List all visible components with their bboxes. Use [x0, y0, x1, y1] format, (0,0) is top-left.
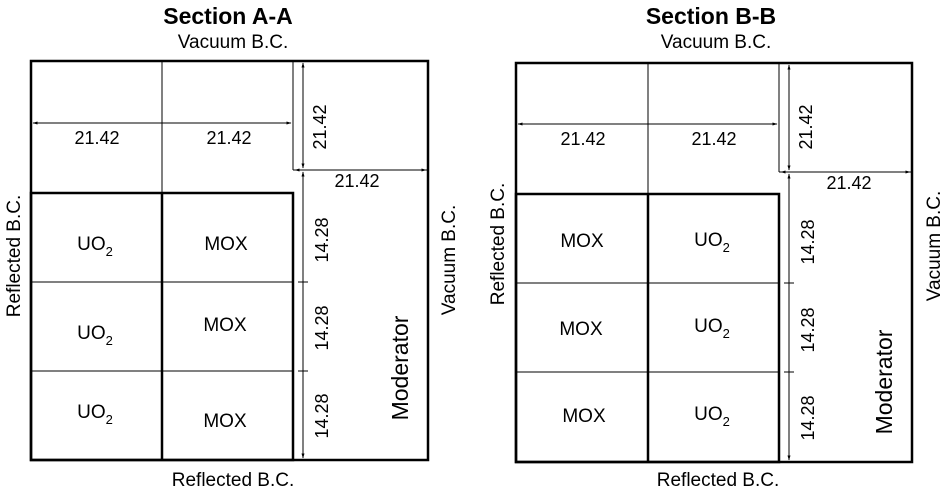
section-a-bottom-bc: Reflected B.C. — [172, 470, 295, 491]
section-b-cell-r3c1: MOX — [562, 406, 606, 427]
section-a-cell-r2c2: MOX — [203, 315, 247, 336]
section-a-right-bc: Vacuum B.C. — [439, 205, 460, 316]
section-b-cell-r2c2-sub: 2 — [723, 326, 730, 341]
section-b-cell-r3c2-sub: 2 — [723, 414, 730, 429]
section-a-cell-r2c1-sub: 2 — [106, 333, 113, 348]
section-a-dim-row-height-2: 14.28 — [312, 305, 332, 350]
section-b-cell-r1c2-sub: 2 — [723, 240, 730, 255]
section-b-dim-row-height-2: 14.28 — [798, 307, 818, 352]
section-a-cell-r2c1-main: UO — [77, 323, 106, 344]
section-a-dim-top-width-1: 21.42 — [74, 128, 119, 148]
section-a-cell-r3c2: MOX — [203, 411, 247, 432]
section-b-cell-r1c2-main: UO — [694, 230, 723, 251]
section-b-cell-r1c1: MOX — [560, 231, 604, 252]
section-a-dim-row-height-3: 14.28 — [312, 393, 332, 438]
section-a-dim-row-height-1: 14.28 — [312, 217, 332, 262]
section-a-dim-top-height: 21.42 — [310, 104, 330, 149]
section-a-top-bc: Vacuum B.C. — [178, 32, 289, 53]
section-b-dim-row-height-1: 14.28 — [798, 219, 818, 264]
section-b-left-bc: Reflected B.C. — [488, 183, 509, 306]
section-a: Section A-A Vacuum B.C. Reflected B.C. R… — [4, 3, 460, 491]
section-b-cell-r3c1-main: MOX — [562, 406, 606, 427]
section-a-cell-r1c1-main: UO — [77, 234, 106, 255]
section-a-cell-r2c1: UO2 — [77, 323, 113, 348]
section-a-moderator-label: Moderator — [387, 315, 413, 420]
section-a-cell-r3c1-sub: 2 — [106, 412, 113, 427]
section-a-cell-r1c1: UO2 — [77, 234, 113, 259]
section-b-cell-r3c2-main: UO — [694, 404, 723, 425]
section-b-dim-top-width-2: 21.42 — [691, 129, 736, 149]
section-a-cell-r3c2-main: MOX — [203, 411, 247, 432]
section-a-cell-r1c2-main: MOX — [204, 234, 248, 255]
section-a-cell-r1c1-sub: 2 — [106, 244, 113, 259]
section-b-cell-r2c2: UO2 — [694, 316, 730, 341]
section-b-cell-r1c1-main: MOX — [560, 231, 604, 252]
section-b-cell-r1c2: UO2 — [694, 230, 730, 255]
section-b-outer-frame — [514, 61, 914, 464]
section-a-title: Section A-A — [163, 3, 293, 29]
section-b-moderator-label: Moderator — [871, 329, 897, 434]
section-b-cell-r2c1: MOX — [559, 319, 603, 340]
section-a-cell-r3c1: UO2 — [77, 402, 113, 427]
section-b-cell-r2c1-main: MOX — [559, 319, 603, 340]
section-a-cell-r2c2-main: MOX — [203, 315, 247, 336]
section-a-cell-r1c2: MOX — [204, 234, 248, 255]
section-b-cell-r2c2-main: UO — [694, 316, 723, 337]
section-b: Section B-B Vacuum B.C. Reflected B.C. R… — [488, 3, 945, 491]
section-b-dim-top-height: 21.42 — [796, 104, 816, 149]
section-b-right-bc: Vacuum B.C. — [924, 191, 945, 302]
section-a-outer-frame — [29, 59, 430, 462]
section-b-dim-moderator-width: 21.42 — [826, 173, 871, 193]
section-b-cell-r3c2: UO2 — [694, 404, 730, 429]
section-b-bottom-bc: Reflected B.C. — [657, 470, 780, 491]
section-b-dim-row-height-3: 14.28 — [798, 395, 818, 440]
section-a-dim-top-width-2: 21.42 — [206, 128, 251, 148]
section-b-dim-top-width-1: 21.42 — [560, 129, 605, 149]
section-a-left-bc: Reflected B.C. — [4, 195, 25, 318]
section-a-dim-moderator-width: 21.42 — [334, 171, 379, 191]
section-b-top-bc: Vacuum B.C. — [661, 32, 772, 53]
section-a-cell-r3c1-main: UO — [77, 402, 106, 423]
section-b-title: Section B-B — [646, 3, 776, 29]
